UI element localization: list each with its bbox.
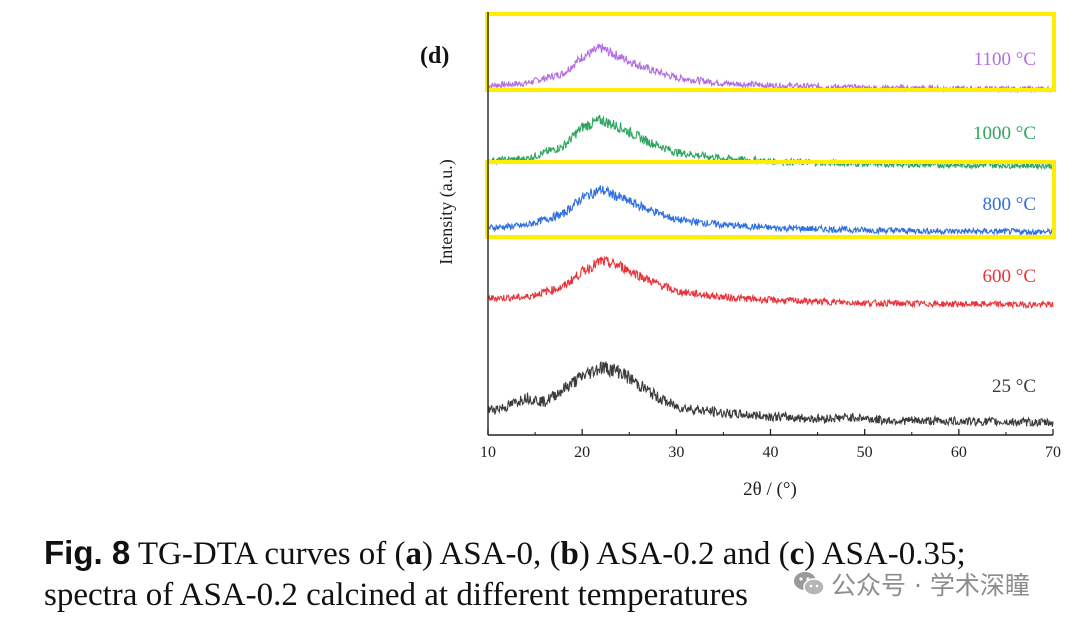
caption-part-bold: c [789,536,805,572]
series-label: 25 °C [992,376,1036,397]
watermark-text: 公众号 · 学术深瞳 [831,571,1030,600]
caption-part: ) ASA-0.35; [804,536,966,572]
figure-caption: Fig. 8 TG-DTA curves of (a) ASA-0, (b) A… [44,532,1074,616]
watermark: 公众号 · 学术深瞳 [793,566,1030,604]
caption-part-bold: a [405,536,423,572]
caption-part: TG-DTA curves of ( [137,536,406,572]
y-axis-label: Intensity (a.u.) [436,159,457,264]
xrd-chart: 1100 °C 1000 °C 800 °C 600 °C 25 °C 10 20 30 40… [420,12,1061,500]
caption-line-1: Fig. 8 TG-DTA curves of (a) ASA-0, (b) A… [44,532,1074,575]
caption-part-bold: b [560,536,579,572]
x-tick-label: 30 [668,444,684,461]
series-line [487,185,1054,237]
series-line [487,255,1054,310]
series-label: 800 °C [982,194,1036,215]
panel-label: (d) [420,43,449,69]
x-tick-label: 40 [763,444,779,461]
caption-part: ) ASA-0, ( [422,536,561,572]
plot-area: 1100 °C 1000 °C 800 °C 600 °C 25 °C [485,12,1056,428]
wechat-icon [793,570,825,604]
figure-number: Fig. 8 [44,534,131,571]
caption-part: ) ASA-0.2 and ( [578,536,790,572]
series-line [487,114,1054,171]
x-tick-label: 20 [574,444,590,461]
series-line [487,43,1054,94]
x-tick-label: 50 [857,444,873,461]
x-tick-label: 60 [951,444,967,461]
axes: 10 20 30 40 50 60 70 [480,12,1061,461]
x-tick-label: 70 [1045,444,1061,461]
series-label: 1000 °C [973,123,1036,144]
series-line [487,361,1054,428]
series-label: 600 °C [982,266,1036,287]
series-label: 1100 °C [974,49,1036,70]
highlight-box [485,12,1056,92]
caption-line-2: spectra of ASA-0.2 calcined at different… [44,577,749,613]
highlight-box [485,160,1056,239]
x-axis-label: 2θ / (°) [743,479,797,500]
x-tick-label: 10 [480,444,496,461]
